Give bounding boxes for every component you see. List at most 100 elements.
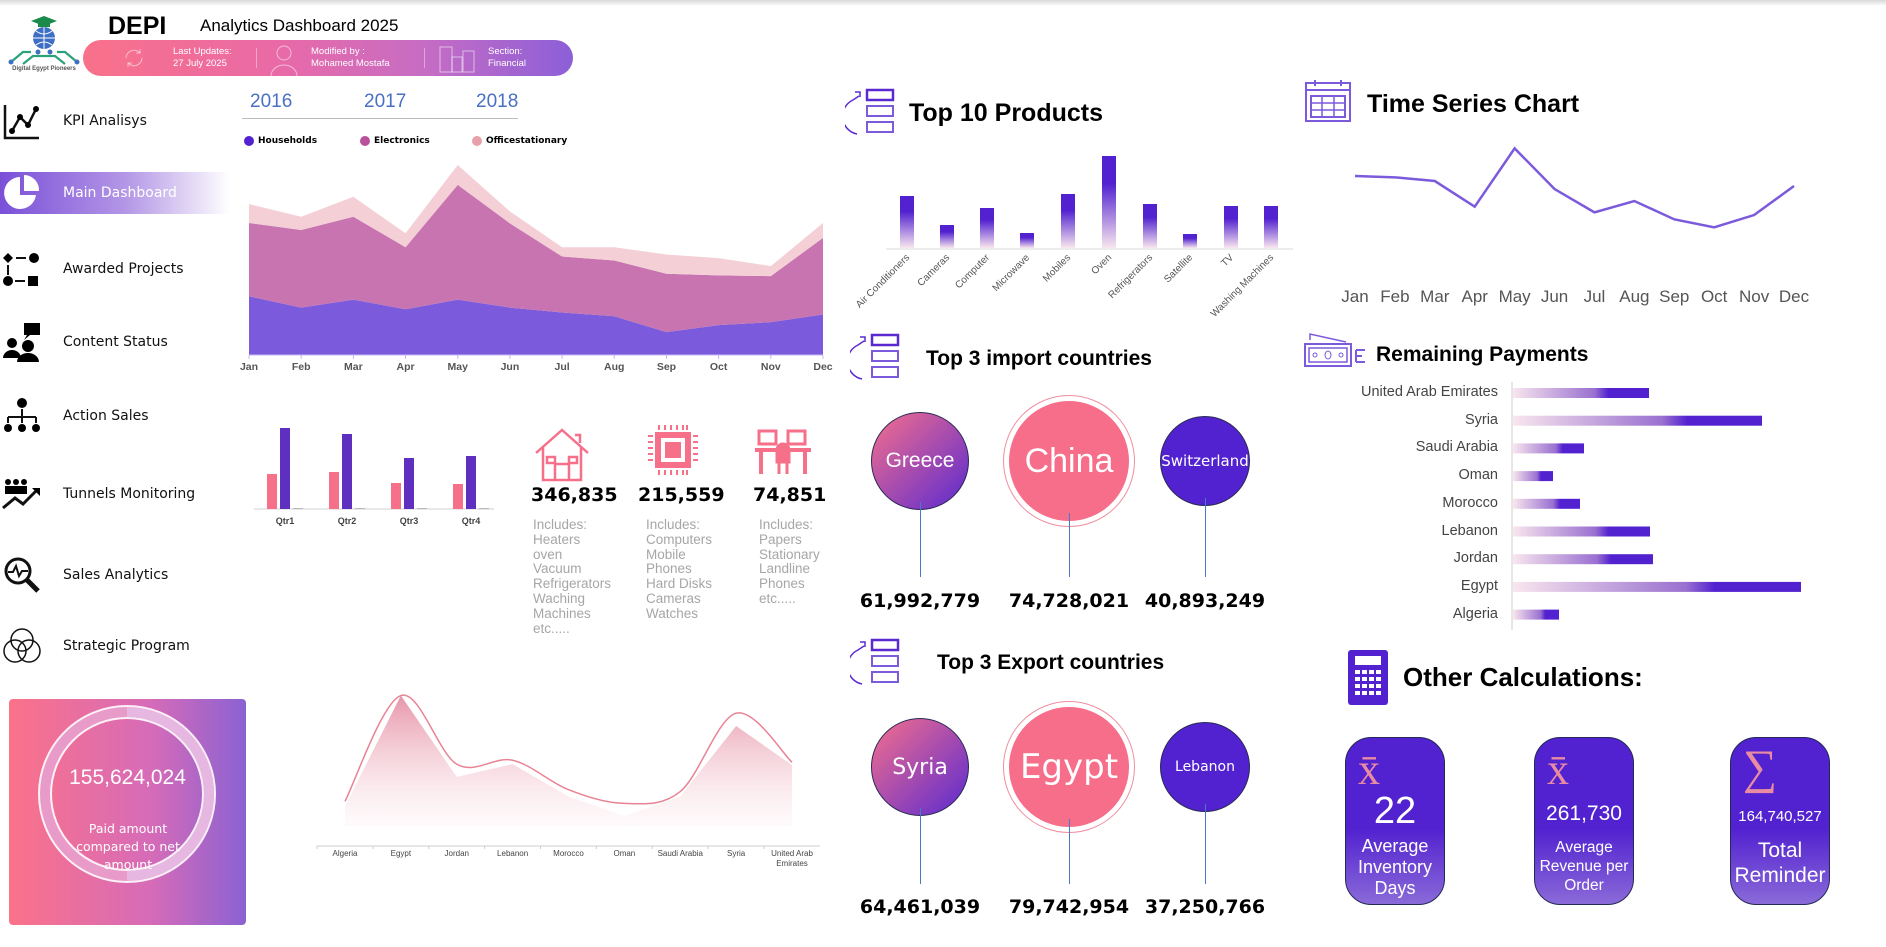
section-value: Financial (488, 58, 527, 69)
sigma-icon: ∑ (1743, 741, 1778, 794)
x-tick-label: Feb (1380, 287, 1409, 306)
legend-label: Electronics (374, 136, 430, 146)
payment-country-label: Oman (1458, 467, 1499, 484)
product-bar (1061, 194, 1075, 248)
avg-inventory-days-caption: Average Inventory Days (1357, 836, 1433, 898)
buildings-icon (439, 46, 475, 73)
product-bar (1183, 234, 1197, 248)
avg-revenue-per-order-card: x̄ 261,730 Average Revenue per Order (1534, 737, 1634, 905)
total-reminder-card: ∑ 164,740,527 Total Reminder (1730, 737, 1830, 905)
page-title: Analytics Dashboard 2025 (200, 16, 399, 35)
pie-chart-icon (4, 174, 40, 209)
include-item: Cameras (646, 590, 701, 606)
imports-value: 74,728,021 (1008, 590, 1130, 612)
sidebar-item-main-dashboard[interactable]: Main Dashboard (0, 172, 230, 214)
include-item: Watches (646, 605, 699, 621)
country-area (345, 695, 792, 826)
time-series-title: Time Series Chart (1367, 90, 1580, 118)
sidebar-item-label: Action Sales (63, 408, 149, 424)
x-tick-label: United Arab (771, 849, 813, 858)
payment-bar (1513, 471, 1553, 482)
sidebar-item-tunnels-monitoring[interactable]: Tunnels Monitoring (0, 473, 230, 515)
x-tick-label: Feb (292, 361, 311, 373)
mean-symbol-icon: x̄ (1358, 745, 1380, 794)
calendar-icon (1305, 80, 1351, 122)
paid-ring-fill (40, 707, 214, 881)
x-tick-label: Aug (1619, 287, 1649, 306)
x-tick-label: Oct (1701, 287, 1728, 306)
payment-bar (1513, 609, 1559, 620)
include-item: Landline (759, 561, 811, 577)
list-refresh-icon (850, 638, 900, 685)
sidebar-item-strategic-program[interactable]: Strategic Program (0, 625, 230, 667)
x-tick-label: Satellite (1162, 252, 1195, 285)
sidebar-item-sales-analytics[interactable]: Sales Analytics (0, 554, 230, 596)
include-item: Includes: (646, 517, 701, 532)
modified-label: Modified by : (311, 46, 365, 57)
logo-text: Digital Egypt Pioneers (12, 66, 76, 72)
payment-country-label: Egypt (1460, 577, 1498, 594)
include-item: oven (533, 546, 563, 562)
x-tick-label: Qtr2 (338, 516, 357, 526)
electronics-includes: Includes: Computers Mobile Phones Hard Disks… (646, 517, 712, 622)
sidebar-item-kpi-analysis[interactable]: KPI Analisys (0, 100, 230, 142)
exports-value: 37,250,766 (1144, 896, 1266, 918)
x-tick-label: Nov (761, 361, 781, 373)
quarter-bar (466, 456, 476, 509)
year-2016-tab[interactable]: 2016 (250, 91, 293, 112)
x-tick-label: Oct (710, 361, 728, 373)
include-item: Includes: (533, 517, 588, 532)
include-item: Refrigerators (533, 576, 612, 592)
include-item: Includes: (759, 517, 814, 532)
x-tick-label: Dec (813, 361, 832, 373)
imports-bubble-greece: Greece (871, 412, 969, 510)
payment-bar (1513, 554, 1653, 565)
quarter-bar (453, 484, 463, 509)
sidebar-item-content-status[interactable]: Content Status (0, 321, 230, 363)
x-tick-label: Mobiles (1041, 252, 1073, 284)
people-growth-icon (2, 479, 40, 510)
include-item: Heaters (533, 531, 581, 547)
bubble-label: Egypt (1019, 747, 1119, 787)
include-item: Machines (533, 605, 591, 621)
include-item: Stationary (759, 546, 820, 562)
bubble-connector (1205, 498, 1206, 577)
year-2018-tab[interactable]: 2018 (476, 91, 519, 112)
time-series-line (1354, 146, 1795, 229)
area-electronics (249, 184, 823, 333)
remaining-payments-title: Remaining Payments (1376, 343, 1589, 366)
officestationary-total: 74,851 (753, 484, 827, 506)
sidebar-item-action-sales[interactable]: Action Sales (0, 395, 230, 437)
quarter-bar (417, 508, 427, 509)
info-banner: Last Updates: 27 July 2025 Modified by :M… (83, 40, 573, 76)
legend-swatch (244, 136, 254, 146)
x-tick-label: Aug (604, 361, 624, 373)
households-total: 346,835 (531, 484, 618, 506)
calculator-icon (1348, 650, 1388, 705)
user-icon (270, 45, 298, 76)
payment-country-label: Saudi Arabia (1415, 439, 1498, 456)
x-tick-label: Microwave (991, 252, 1033, 294)
list-refresh-icon (845, 88, 895, 135)
payment-country-label: Morocco (1442, 494, 1498, 511)
x-tick-label: Mar (1420, 287, 1450, 306)
legend-label: Officestationary (486, 136, 568, 146)
payment-bar (1513, 581, 1801, 592)
sidebar-item-awarded-projects[interactable]: Awarded Projects (0, 248, 230, 290)
product-bar (1102, 156, 1116, 248)
bubble-label: Lebanon (1175, 759, 1235, 775)
payment-country-label: United Arab Emirates (1360, 384, 1498, 400)
x-tick-label: Qtr1 (276, 516, 295, 526)
x-tick-label: Morocco (553, 849, 584, 858)
bubble-connector (1205, 804, 1206, 884)
legend-swatch (472, 136, 482, 146)
households-includes: Includes: Heaters oven Vacuum Refrigerators W… (533, 517, 612, 636)
x-tick-label: Egypt (391, 849, 412, 858)
year-divider (242, 118, 518, 119)
include-item: etc..... (759, 590, 796, 606)
year-2017-tab[interactable]: 2017 (364, 91, 407, 112)
x-tick-label: Computer (953, 252, 992, 291)
payment-bar (1513, 388, 1649, 398)
paid-amount-value: 155,624,024 (69, 766, 186, 789)
desk-icon (755, 429, 811, 474)
